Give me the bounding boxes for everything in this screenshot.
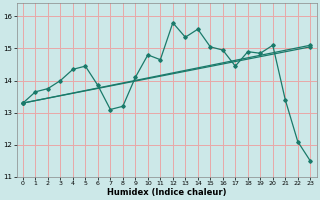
X-axis label: Humidex (Indice chaleur): Humidex (Indice chaleur) — [107, 188, 226, 197]
